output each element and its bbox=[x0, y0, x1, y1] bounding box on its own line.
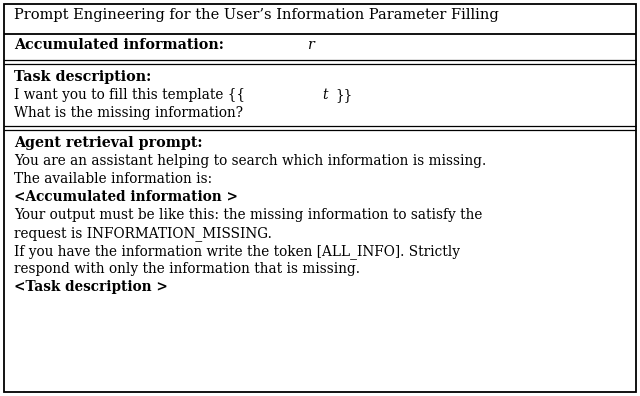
Text: Prompt Engineering for the User’s Information Parameter Filling: Prompt Engineering for the User’s Inform… bbox=[14, 8, 499, 22]
Text: If you have the information write the token [ALL_INFO]. Strictly: If you have the information write the to… bbox=[14, 244, 460, 259]
Text: r: r bbox=[308, 38, 315, 52]
Text: Accumulated information:: Accumulated information: bbox=[14, 38, 229, 52]
Text: <Accumulated information >: <Accumulated information > bbox=[14, 190, 238, 204]
Text: Your output must be like this: the missing information to satisfy the: Your output must be like this: the missi… bbox=[14, 208, 483, 222]
Text: }}: }} bbox=[335, 88, 352, 102]
Text: You are an assistant helping to search which information is missing.: You are an assistant helping to search w… bbox=[14, 154, 486, 168]
Text: What is the missing information?: What is the missing information? bbox=[14, 106, 243, 120]
Text: The available information is:: The available information is: bbox=[14, 172, 212, 186]
Text: Task description:: Task description: bbox=[14, 70, 152, 84]
Text: Agent retrieval prompt:: Agent retrieval prompt: bbox=[14, 136, 203, 150]
Text: I want you to fill this template {{: I want you to fill this template {{ bbox=[14, 88, 245, 102]
Text: <Task description >: <Task description > bbox=[14, 280, 168, 294]
Text: t: t bbox=[322, 88, 327, 102]
Text: respond with only the information that is missing.: respond with only the information that i… bbox=[14, 262, 360, 276]
Text: request is INFORMATION_MISSING.: request is INFORMATION_MISSING. bbox=[14, 226, 272, 241]
